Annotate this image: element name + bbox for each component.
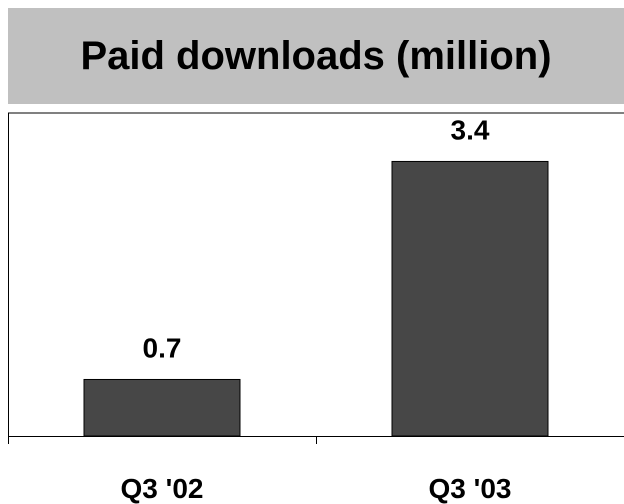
x-tick-label-1: Q3 '02 (121, 473, 204, 504)
bar-2 (391, 160, 549, 437)
bar-1 (83, 378, 241, 437)
data-label-1: 0.7 (143, 332, 182, 363)
x-tick-label-2: Q3 '03 (429, 473, 512, 504)
chart-title: Paid downloads (million) (80, 33, 552, 78)
chart-title-band: Paid downloads (million) (8, 8, 624, 104)
data-label-2: 3.4 (451, 114, 490, 145)
